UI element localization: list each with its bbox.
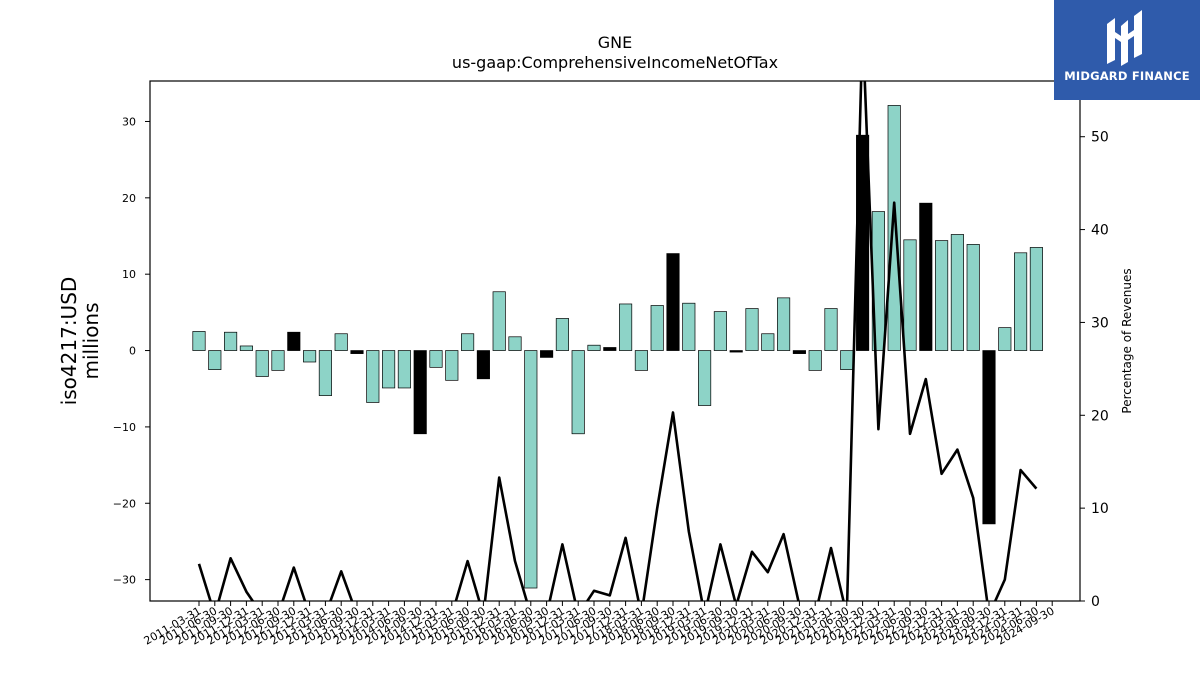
bar — [792, 350, 806, 354]
bar — [998, 327, 1012, 351]
y2-tick-label: 50 — [1091, 130, 1109, 146]
bar — [461, 333, 475, 351]
plot-frame — [149, 80, 1081, 602]
bar — [303, 350, 317, 363]
bar — [603, 347, 617, 351]
bar — [729, 350, 743, 353]
bar — [318, 350, 332, 396]
midgard-logo-icon — [1107, 10, 1142, 66]
y2-tick-label: 30 — [1091, 315, 1109, 331]
bar — [713, 311, 727, 351]
bar — [334, 333, 348, 351]
bar — [619, 303, 633, 351]
bar — [682, 302, 696, 351]
bar — [903, 239, 917, 351]
bar — [429, 350, 443, 368]
bar — [239, 345, 253, 351]
bar — [777, 297, 791, 351]
y2-axis: 0 10 20 30 40 50 — [1080, 130, 1109, 610]
bar — [698, 350, 712, 406]
bar — [571, 350, 585, 435]
y-axis: −30 −20 −10 0 10 20 30 — [113, 115, 150, 587]
bar — [666, 253, 680, 351]
bar — [508, 336, 522, 351]
bar — [887, 105, 901, 351]
bar — [935, 240, 949, 351]
y-axis-label-line: millions — [79, 302, 103, 379]
y-axis-label: iso4217:USDmillions — [57, 277, 103, 406]
chart-subtitle: us-gaap:ComprehensiveIncomeNetOfTax — [452, 53, 778, 72]
y2-axis-label: Percentage of Revenues — [1120, 268, 1134, 413]
bar — [366, 350, 380, 403]
line-series — [197, 81, 1038, 601]
bar — [761, 333, 775, 351]
y-tick-label: −20 — [113, 497, 136, 510]
chart-title: GNE — [598, 33, 632, 52]
bar — [492, 291, 506, 351]
bar — [587, 344, 601, 351]
bar — [271, 350, 285, 371]
bar — [966, 244, 980, 351]
bar — [192, 331, 206, 351]
bar — [745, 308, 759, 351]
bar — [1014, 252, 1028, 351]
y2-tick-label: 10 — [1091, 501, 1109, 517]
logo-text: MIDGARD FINANCE — [1064, 69, 1190, 83]
bar — [808, 350, 822, 371]
bar — [634, 350, 648, 371]
y2-tick-label: 20 — [1091, 408, 1109, 424]
y-tick-label: −30 — [113, 574, 136, 587]
bar-series — [192, 105, 1043, 589]
bar — [476, 350, 490, 380]
bar — [224, 331, 238, 351]
bar — [445, 350, 459, 381]
bar — [350, 350, 364, 354]
midgard-finance-logo: MIDGARD FINANCE — [1054, 0, 1200, 100]
bar — [919, 202, 933, 351]
bar — [950, 234, 964, 351]
bar — [650, 305, 664, 351]
x-axis: 2011-03-312011-06-302011-09-302011-12-31… — [142, 601, 1057, 648]
bar — [255, 350, 269, 377]
bar — [382, 350, 396, 389]
y-tick-label: −10 — [113, 421, 136, 434]
y2-tick-label: 0 — [1091, 594, 1100, 610]
y-tick-label: 10 — [122, 268, 136, 281]
bar — [824, 308, 838, 351]
bar — [982, 350, 996, 525]
bar — [840, 350, 854, 370]
y-axis-label-line: iso4217:USD — [57, 277, 81, 406]
y-tick-label: 20 — [122, 192, 136, 205]
bar — [397, 350, 411, 389]
bar — [540, 350, 554, 358]
bar — [287, 331, 301, 351]
y-tick-label: 0 — [129, 345, 136, 358]
series-line — [197, 81, 1038, 601]
bar — [555, 318, 569, 351]
bar — [208, 350, 222, 370]
y-tick-label: 30 — [122, 115, 136, 128]
bar — [1029, 247, 1043, 351]
bar — [413, 350, 427, 435]
bar — [524, 350, 538, 589]
y2-tick-label: 40 — [1091, 223, 1109, 239]
